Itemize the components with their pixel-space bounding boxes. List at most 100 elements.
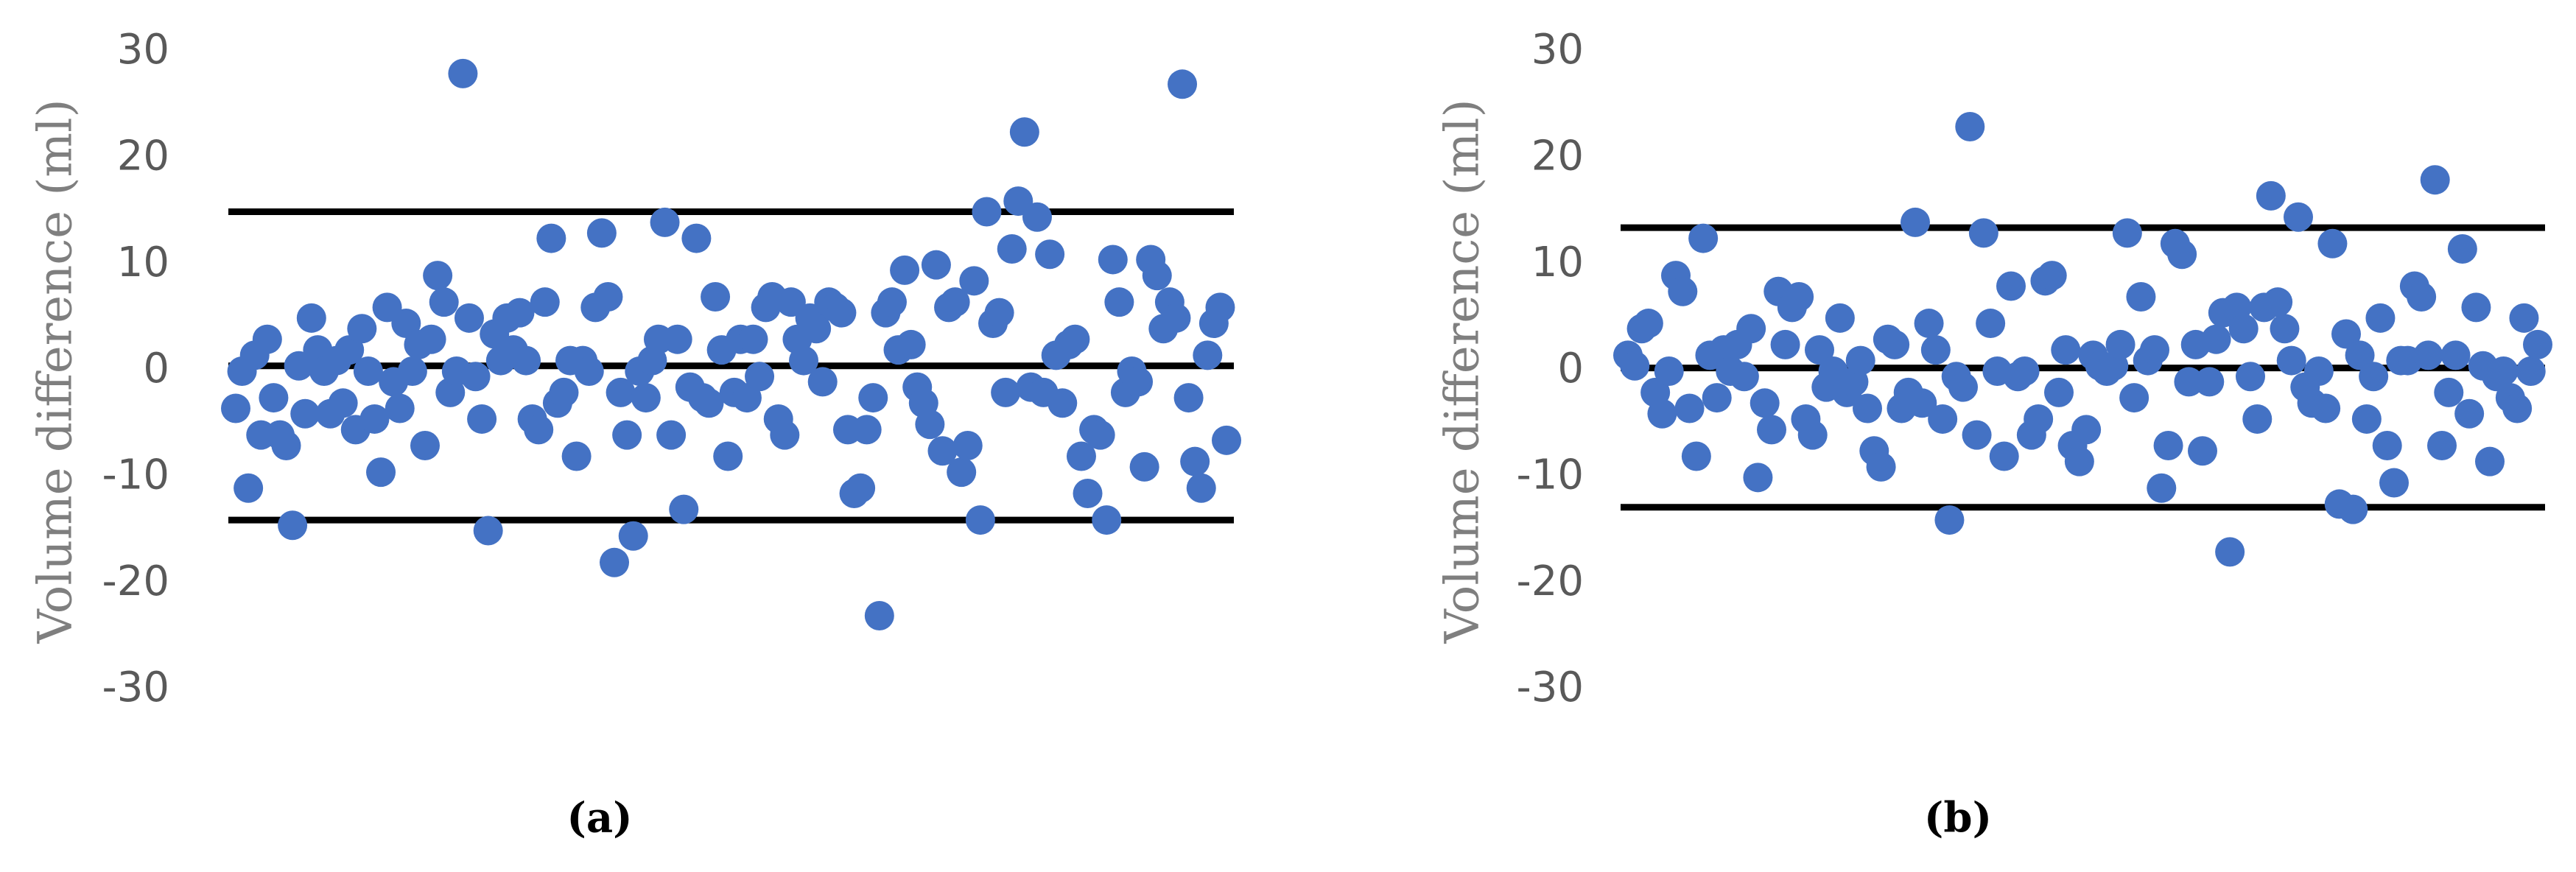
point — [1161, 303, 1191, 333]
point — [1212, 425, 1241, 455]
point — [234, 473, 264, 503]
point — [278, 510, 308, 541]
point — [593, 281, 623, 312]
y-tick-label: -30 — [102, 664, 169, 711]
y-tick-label: 20 — [1531, 132, 1584, 180]
point — [2317, 228, 2348, 259]
point — [858, 383, 888, 413]
point — [701, 281, 731, 312]
point — [1934, 505, 1965, 535]
y-tick-label: -30 — [1517, 664, 1584, 711]
point — [1989, 441, 2019, 471]
y-tick-label: -10 — [1517, 451, 1584, 499]
point — [846, 473, 876, 503]
point — [2523, 329, 2552, 359]
point — [271, 431, 301, 461]
point — [656, 420, 687, 450]
point — [397, 356, 427, 386]
point — [738, 324, 768, 354]
point — [353, 356, 383, 386]
point — [2351, 404, 2382, 434]
point — [1976, 309, 2006, 339]
point — [1853, 393, 1882, 423]
point — [1092, 505, 1122, 535]
point — [947, 457, 977, 488]
point — [1914, 309, 1944, 339]
point — [416, 324, 446, 354]
point — [511, 345, 541, 376]
point — [467, 404, 497, 434]
point — [1681, 441, 1711, 471]
y-axis-title: Volume difference (ml) — [1436, 99, 1490, 644]
point — [2236, 362, 2265, 392]
point — [1098, 245, 1128, 275]
point — [852, 415, 882, 445]
point — [2228, 314, 2259, 344]
point — [2454, 398, 2485, 429]
point — [1620, 351, 1650, 381]
point — [959, 266, 989, 296]
point — [1173, 383, 1204, 413]
point — [423, 261, 453, 291]
point — [2242, 404, 2273, 434]
point — [965, 505, 995, 535]
point — [2284, 202, 2313, 232]
point — [1647, 398, 1677, 429]
point — [731, 383, 762, 413]
point — [2126, 281, 2156, 312]
point — [473, 516, 503, 546]
point — [864, 600, 894, 630]
point — [1129, 451, 1159, 482]
point — [536, 223, 566, 253]
point — [612, 420, 642, 450]
point — [2064, 446, 2094, 477]
point — [454, 303, 484, 333]
point — [631, 383, 661, 413]
point — [2303, 356, 2334, 386]
point — [713, 441, 743, 471]
point — [1009, 117, 1039, 147]
point — [1688, 223, 1719, 253]
point — [1633, 309, 1663, 339]
point — [2413, 340, 2443, 370]
point — [600, 547, 630, 577]
point — [801, 314, 832, 344]
point — [2037, 261, 2067, 291]
point — [972, 197, 1002, 227]
point — [1907, 388, 1937, 418]
point — [2447, 234, 2477, 264]
point — [827, 298, 857, 328]
point — [1022, 202, 1052, 232]
y-tick-label: 30 — [1531, 26, 1584, 74]
y-tick-label: -20 — [1517, 558, 1584, 605]
point — [789, 345, 819, 376]
point — [561, 441, 592, 471]
point — [2407, 281, 2437, 312]
point — [1866, 451, 1896, 482]
point — [2434, 377, 2464, 407]
point — [2194, 367, 2225, 397]
point — [1035, 239, 1065, 270]
point — [877, 287, 907, 317]
panel-label: (b) — [1924, 794, 1992, 843]
point — [391, 309, 421, 339]
point — [2215, 537, 2245, 567]
point — [2461, 292, 2491, 323]
point — [1104, 287, 1134, 317]
point — [1047, 388, 1078, 418]
point — [359, 404, 390, 434]
point — [530, 287, 560, 317]
point — [1060, 324, 1090, 354]
point — [669, 494, 699, 524]
point — [2345, 340, 2375, 370]
point — [1749, 388, 1780, 418]
point — [890, 255, 920, 285]
point — [1797, 420, 1828, 450]
point — [2372, 431, 2402, 461]
point — [952, 431, 983, 461]
point — [2509, 303, 2539, 333]
panel-label: (a) — [566, 794, 632, 843]
point — [1996, 271, 2026, 301]
point — [2153, 431, 2183, 461]
point — [2276, 345, 2306, 376]
